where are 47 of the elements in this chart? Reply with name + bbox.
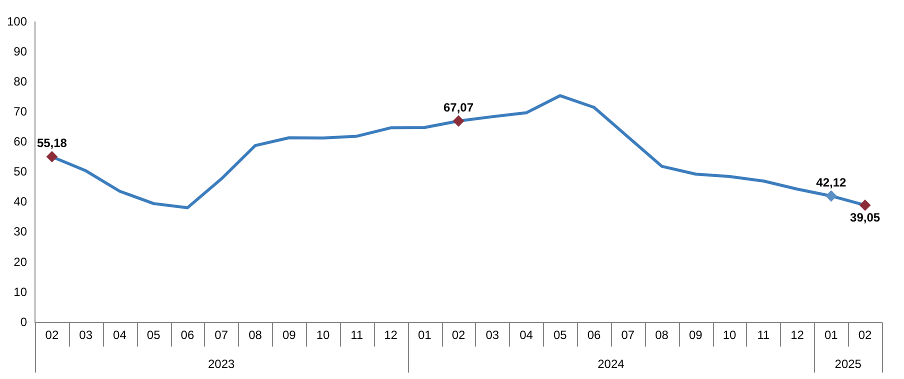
- x-tick-label: 10: [722, 328, 737, 342]
- y-tick-label: 50: [14, 164, 28, 179]
- x-tick-label: 12: [790, 328, 804, 342]
- x-tick-label: 02: [452, 328, 466, 342]
- x-tick-label: 11: [757, 328, 770, 342]
- x-tick-label: 05: [146, 328, 161, 342]
- x-tick-label: 05: [553, 328, 568, 342]
- y-tick-label: 80: [14, 74, 28, 88]
- x-tick-label: 04: [113, 328, 127, 342]
- x-tick-label: 11: [350, 328, 364, 342]
- text: 2025: [834, 356, 862, 371]
- x-tick-label: 03: [79, 328, 93, 342]
- y-tick-label: 10: [14, 284, 28, 299]
- x-tick-label: 02: [45, 328, 59, 342]
- text: 2024: [598, 356, 625, 371]
- data-label: 39,05: [850, 210, 880, 225]
- data-label: 67,07: [443, 100, 474, 114]
- y-tick-label: 90: [14, 44, 28, 58]
- point: [826, 190, 837, 202]
- x-tick-label: 06: [180, 328, 194, 342]
- y-tick-label: 70: [14, 104, 28, 118]
- y-tick-label: 0: [20, 314, 28, 329]
- y-tick-label: 20: [14, 254, 28, 269]
- x-tick-label: 10: [316, 328, 330, 342]
- point: [860, 200, 871, 211]
- x-tick-label: 08: [248, 328, 262, 342]
- x-tick-label: 01: [824, 328, 838, 342]
- point: [453, 115, 464, 126]
- x-tick-label: 08: [655, 328, 669, 342]
- point: [46, 151, 58, 162]
- x-tick-label: 12: [384, 328, 398, 342]
- y-tick-label: 100: [6, 14, 28, 28]
- x-tick-label: 01: [418, 328, 432, 342]
- y-tick-label: 30: [14, 224, 28, 239]
- x-tick-label: 03: [486, 328, 500, 342]
- x-tick-label: 02: [858, 328, 872, 342]
- data-label: 55,18: [36, 136, 68, 150]
- x-tick-label: 09: [688, 328, 703, 342]
- x-tick-label: 07: [621, 328, 635, 342]
- x-tick-label: 09: [282, 328, 296, 342]
- x-tick-label: 04: [520, 328, 534, 342]
- y-tick-label: 60: [14, 134, 28, 149]
- x-tick-label: 06: [587, 328, 602, 342]
- data-label: 42,12: [816, 175, 847, 190]
- x-tick-label: 07: [214, 328, 228, 342]
- y-tick-label: 40: [14, 194, 28, 209]
- text: 2023: [208, 356, 236, 371]
